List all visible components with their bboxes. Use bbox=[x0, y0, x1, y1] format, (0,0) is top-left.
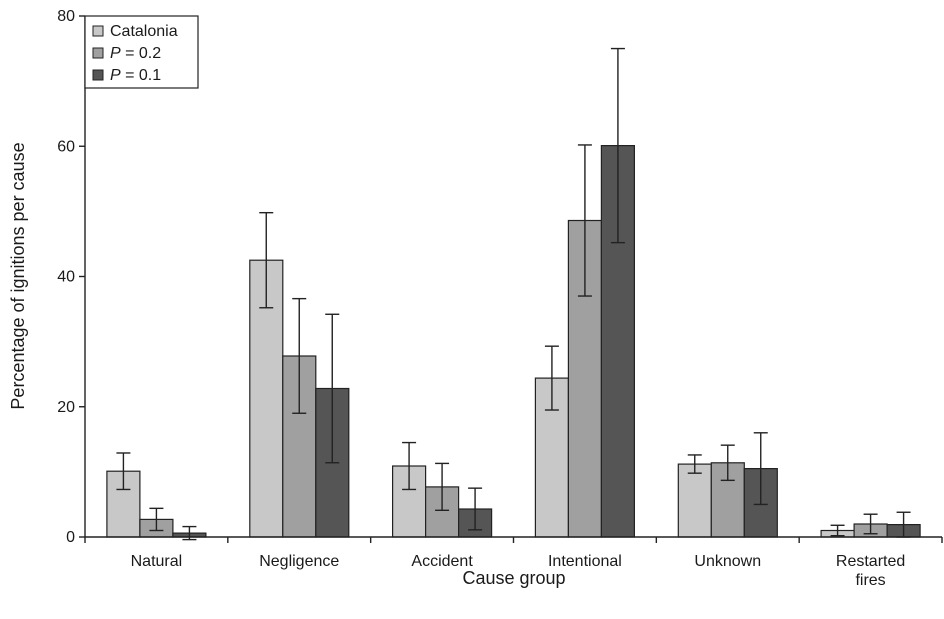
x-tick-label-line: fires bbox=[855, 572, 885, 589]
x-tick-label: Natural bbox=[131, 553, 183, 570]
legend-label: P = 0.2 bbox=[110, 45, 161, 62]
plot-area bbox=[106, 47, 921, 541]
x-axis-title: Cause group bbox=[462, 568, 565, 588]
legend-label-italic: P bbox=[110, 45, 121, 62]
legend-label-text: Catalonia bbox=[110, 23, 178, 40]
legend-label: P = 0.1 bbox=[110, 67, 161, 84]
legend-swatch bbox=[92, 69, 104, 81]
y-axis-title: Percentage of ignitions per cause bbox=[8, 142, 28, 409]
y-tick-label: 0 bbox=[66, 529, 75, 546]
legend-box bbox=[84, 15, 199, 89]
x-tick-label: Intentional bbox=[548, 553, 622, 570]
x-tick-label-line: Intentional bbox=[548, 553, 622, 570]
x-tick-label-line: Natural bbox=[131, 553, 183, 570]
x-tick-label-line: Unknown bbox=[694, 553, 761, 570]
y-tick-label: 60 bbox=[57, 138, 75, 155]
x-tick-label: Negligence bbox=[259, 553, 339, 570]
x-tick-label-line: Accident bbox=[411, 553, 473, 570]
y-tick-label: 80 bbox=[57, 8, 75, 25]
legend-swatch bbox=[92, 25, 104, 37]
bar bbox=[677, 463, 712, 538]
y-tick-label: 20 bbox=[57, 399, 75, 416]
legend-label-text: = 0.2 bbox=[121, 45, 162, 62]
legend-swatch bbox=[92, 47, 104, 59]
legend-label-italic: P bbox=[110, 67, 121, 84]
x-tick-label: Unknown bbox=[694, 553, 761, 570]
legend-label-text: = 0.1 bbox=[121, 67, 162, 84]
bar bbox=[567, 219, 603, 538]
x-tick-label: Restarted fires bbox=[836, 553, 905, 589]
legend-label: Catalonia bbox=[110, 23, 178, 40]
x-tick-label-line: Negligence bbox=[259, 553, 339, 570]
y-tick-label: 40 bbox=[57, 269, 75, 286]
x-tick-label: Accident bbox=[411, 553, 473, 570]
x-tick-label-line: Restarted bbox=[836, 553, 905, 570]
axes: 0 20 40 60 80 Natural Negligence Accident Intent… bbox=[57, 8, 943, 589]
